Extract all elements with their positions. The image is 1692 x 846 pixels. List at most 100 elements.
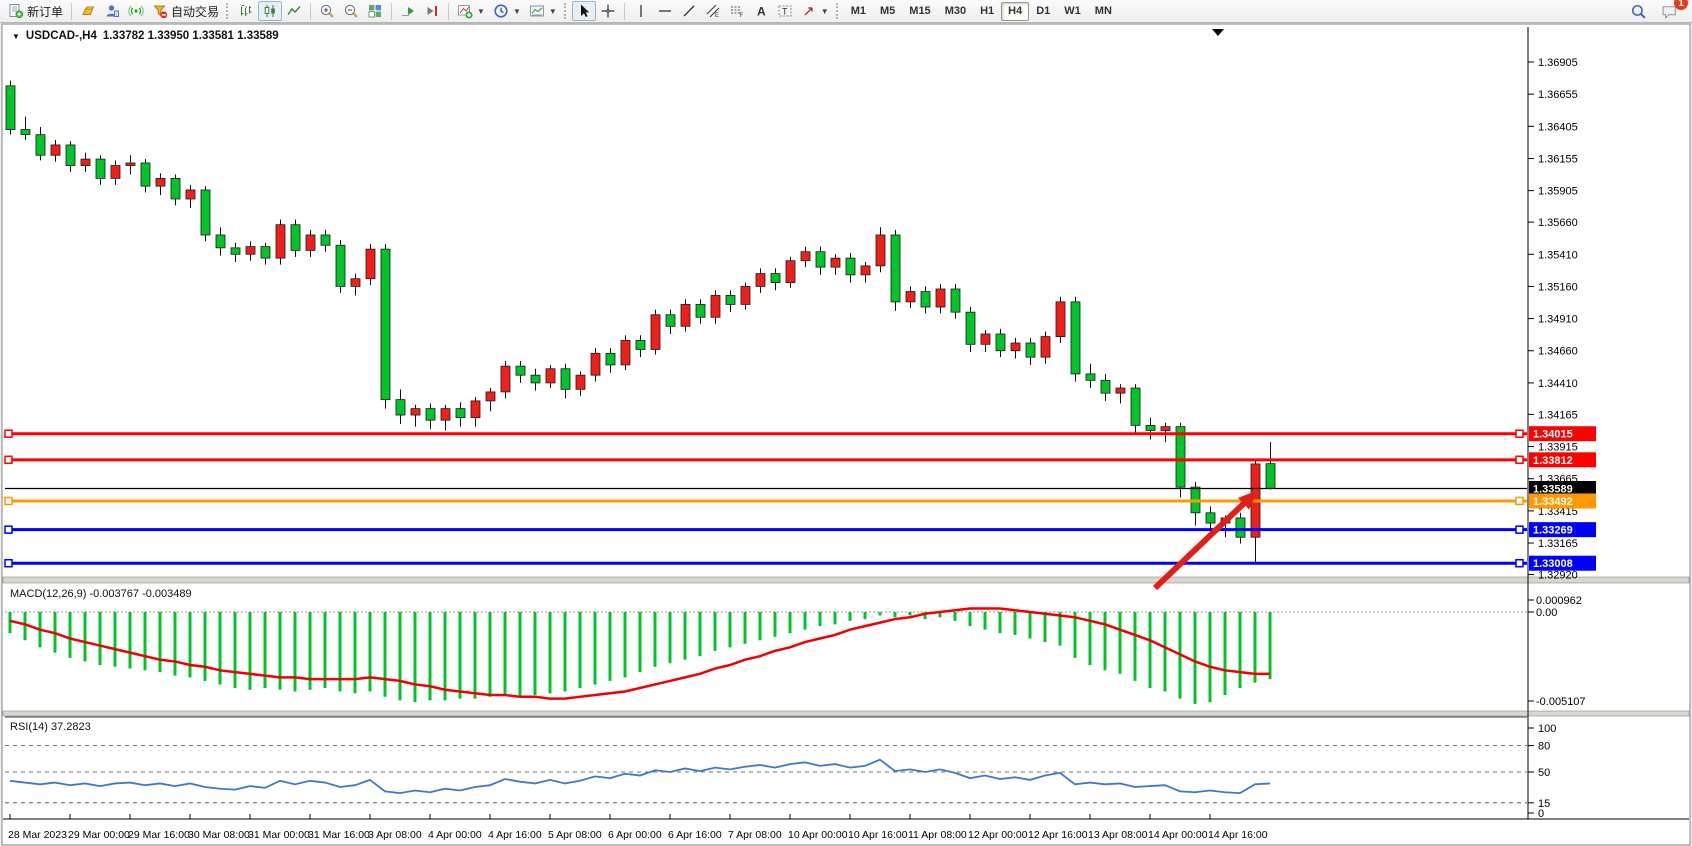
rsi-line [9, 758, 1271, 795]
chart-shift-marker[interactable] [1212, 29, 1224, 36]
search-button[interactable] [1626, 1, 1651, 21]
arrows-dropdown-caret: ▼ [820, 6, 829, 16]
svg-text:80: 80 [1538, 741, 1550, 753]
svg-text:1.35410: 1.35410 [1538, 249, 1578, 261]
svg-text:30 Mar 08:00: 30 Mar 08:00 [188, 829, 250, 841]
autotrading-button[interactable]: 自动交易 [148, 1, 223, 21]
svg-text:3 Apr 08:00: 3 Apr 08:00 [368, 829, 422, 841]
signal-button[interactable] [124, 1, 148, 21]
chat-unread-badge: 1 [1674, 0, 1688, 10]
chart-symbol-timeframe: USDCAD-,H4 [25, 30, 97, 42]
timeframe-m30[interactable]: M30 [944, 5, 967, 17]
toolbar-separator [310, 2, 312, 20]
cursor-arrow-icon [576, 3, 592, 19]
cursor-tool-button[interactable] [571, 1, 596, 21]
svg-text:1.33008: 1.33008 [1533, 558, 1573, 570]
svg-text:E: E [715, 13, 719, 19]
horizontal-line-1.34015[interactable]: 1.34015 [4, 426, 1596, 442]
indicators-button[interactable]: ▼ [453, 1, 489, 21]
clock-icon [493, 3, 509, 19]
new-order-button[interactable]: 新订单 [4, 1, 67, 21]
trendline-icon [681, 3, 697, 19]
horizontal-line-1.33008[interactable]: 1.33008 [4, 555, 1596, 571]
macd-indicator-label: MACD(12,26,9) -0.003767 -0.003489 [10, 588, 192, 600]
price-label-1.33492 [1529, 493, 1596, 509]
trendline-tool-button[interactable] [677, 1, 701, 21]
chart-title: ▼ USDCAD-,H4 1.33782 1.33950 1.33581 1.3… [12, 30, 279, 42]
svg-text:1.34410: 1.34410 [1538, 378, 1578, 390]
timeframe-h1[interactable]: H1 [980, 5, 995, 17]
fibonacci-tool-button[interactable]: F [725, 1, 749, 21]
auto-scroll-button[interactable] [396, 1, 420, 21]
horizontal-line-tool-button[interactable] [653, 1, 677, 21]
zoom-in-button[interactable] [315, 1, 339, 21]
timeframe-mn[interactable]: MN [1094, 5, 1112, 17]
arrows-tool-button[interactable]: ▼ [797, 1, 833, 21]
svg-text:1.34910: 1.34910 [1538, 314, 1578, 326]
text-label-tool-button[interactable]: T [773, 1, 797, 21]
horizontal-line-1.33492[interactable]: 1.33492 [4, 493, 1596, 509]
text-tool-button[interactable]: A [749, 1, 773, 21]
autotrading-funnel-icon [152, 3, 168, 19]
vertical-line-tool-button[interactable] [629, 1, 653, 21]
svg-text:14 Apr 16:00: 14 Apr 16:00 [1208, 829, 1268, 841]
gold-button[interactable] [76, 1, 100, 21]
horizontal-line-1.33812[interactable]: 1.33812 [4, 452, 1596, 468]
toolbar-drag-handle[interactable] [563, 3, 567, 19]
autotrading-label: 自动交易 [171, 4, 220, 19]
timeframe-h4[interactable]: H4 [1001, 1, 1030, 21]
arrows-icon [801, 3, 817, 19]
svg-text:6 Apr 00:00: 6 Apr 00:00 [608, 829, 662, 841]
horizontal-line-1.33269[interactable]: 1.33269 [4, 522, 1596, 538]
text-a-icon: A [753, 3, 769, 19]
periods-button[interactable]: ▼ [489, 1, 525, 21]
svg-text:29 Mar 00:00: 29 Mar 00:00 [68, 829, 130, 841]
toolbar-separator [623, 2, 625, 20]
price-label-1.33812 [1529, 452, 1596, 468]
fibonacci-icon: F [729, 3, 745, 19]
channel-tool-button[interactable]: E [701, 1, 725, 21]
zoom-out-button[interactable] [339, 1, 363, 21]
svg-text:13 Apr 08:00: 13 Apr 08:00 [1088, 829, 1148, 841]
price-label-1.33008 [1529, 555, 1596, 571]
svg-text:15: 15 [1538, 798, 1550, 810]
chart-shift-icon [424, 3, 440, 19]
chat-button[interactable]: 1 [1657, 0, 1688, 21]
toolbar-drag-handle[interactable] [835, 3, 839, 19]
trend-arrow-annotation[interactable] [1152, 490, 1258, 591]
symbol-dropdown-icon[interactable]: ▼ [12, 31, 20, 41]
timeframe-m1[interactable]: M1 [850, 5, 866, 17]
svg-text:1.33415: 1.33415 [1538, 506, 1578, 518]
bar-chart-button[interactable] [234, 1, 258, 21]
candlestick-chart-button[interactable] [258, 1, 283, 21]
svg-text:0.000962: 0.000962 [1536, 595, 1582, 607]
auto-scroll-icon [400, 3, 416, 19]
horizontal-line-1.33589[interactable]: 1.33589 [5, 480, 1596, 496]
timeframe-m5: M5 [880, 5, 896, 17]
svg-text:0: 0 [1538, 808, 1544, 820]
chart-ohlc-values: 1.33782 1.33950 1.33581 1.33589 [102, 30, 279, 42]
timeframe-m15[interactable]: M15 [909, 5, 931, 17]
svg-text:29 Mar 16:00: 29 Mar 16:00 [128, 829, 190, 841]
crosshair-tool-button[interactable] [596, 1, 620, 21]
search-icon [1630, 3, 1647, 20]
zoom-out-icon [343, 3, 359, 19]
toolbar: 新订单 自动交易 [0, 0, 1692, 23]
rsi-indicator-label: RSI(14) 37.2823 [10, 721, 91, 733]
toolbar-separator [71, 2, 73, 20]
line-chart-button[interactable] [282, 1, 306, 21]
chart-shift-button[interactable] [420, 1, 444, 21]
analyst-button[interactable] [100, 1, 124, 21]
toolbar-drag-handle[interactable] [226, 3, 229, 19]
tile-windows-button[interactable] [363, 1, 387, 21]
templates-button[interactable]: ▼ [525, 1, 561, 21]
vertical-line-icon [633, 3, 649, 19]
svg-text:0.00: 0.00 [1536, 607, 1557, 619]
timeframe-w1[interactable]: W1 [1064, 5, 1081, 17]
svg-text:100: 100 [1538, 723, 1556, 735]
timeframe-d1[interactable]: D1 [1036, 5, 1051, 17]
